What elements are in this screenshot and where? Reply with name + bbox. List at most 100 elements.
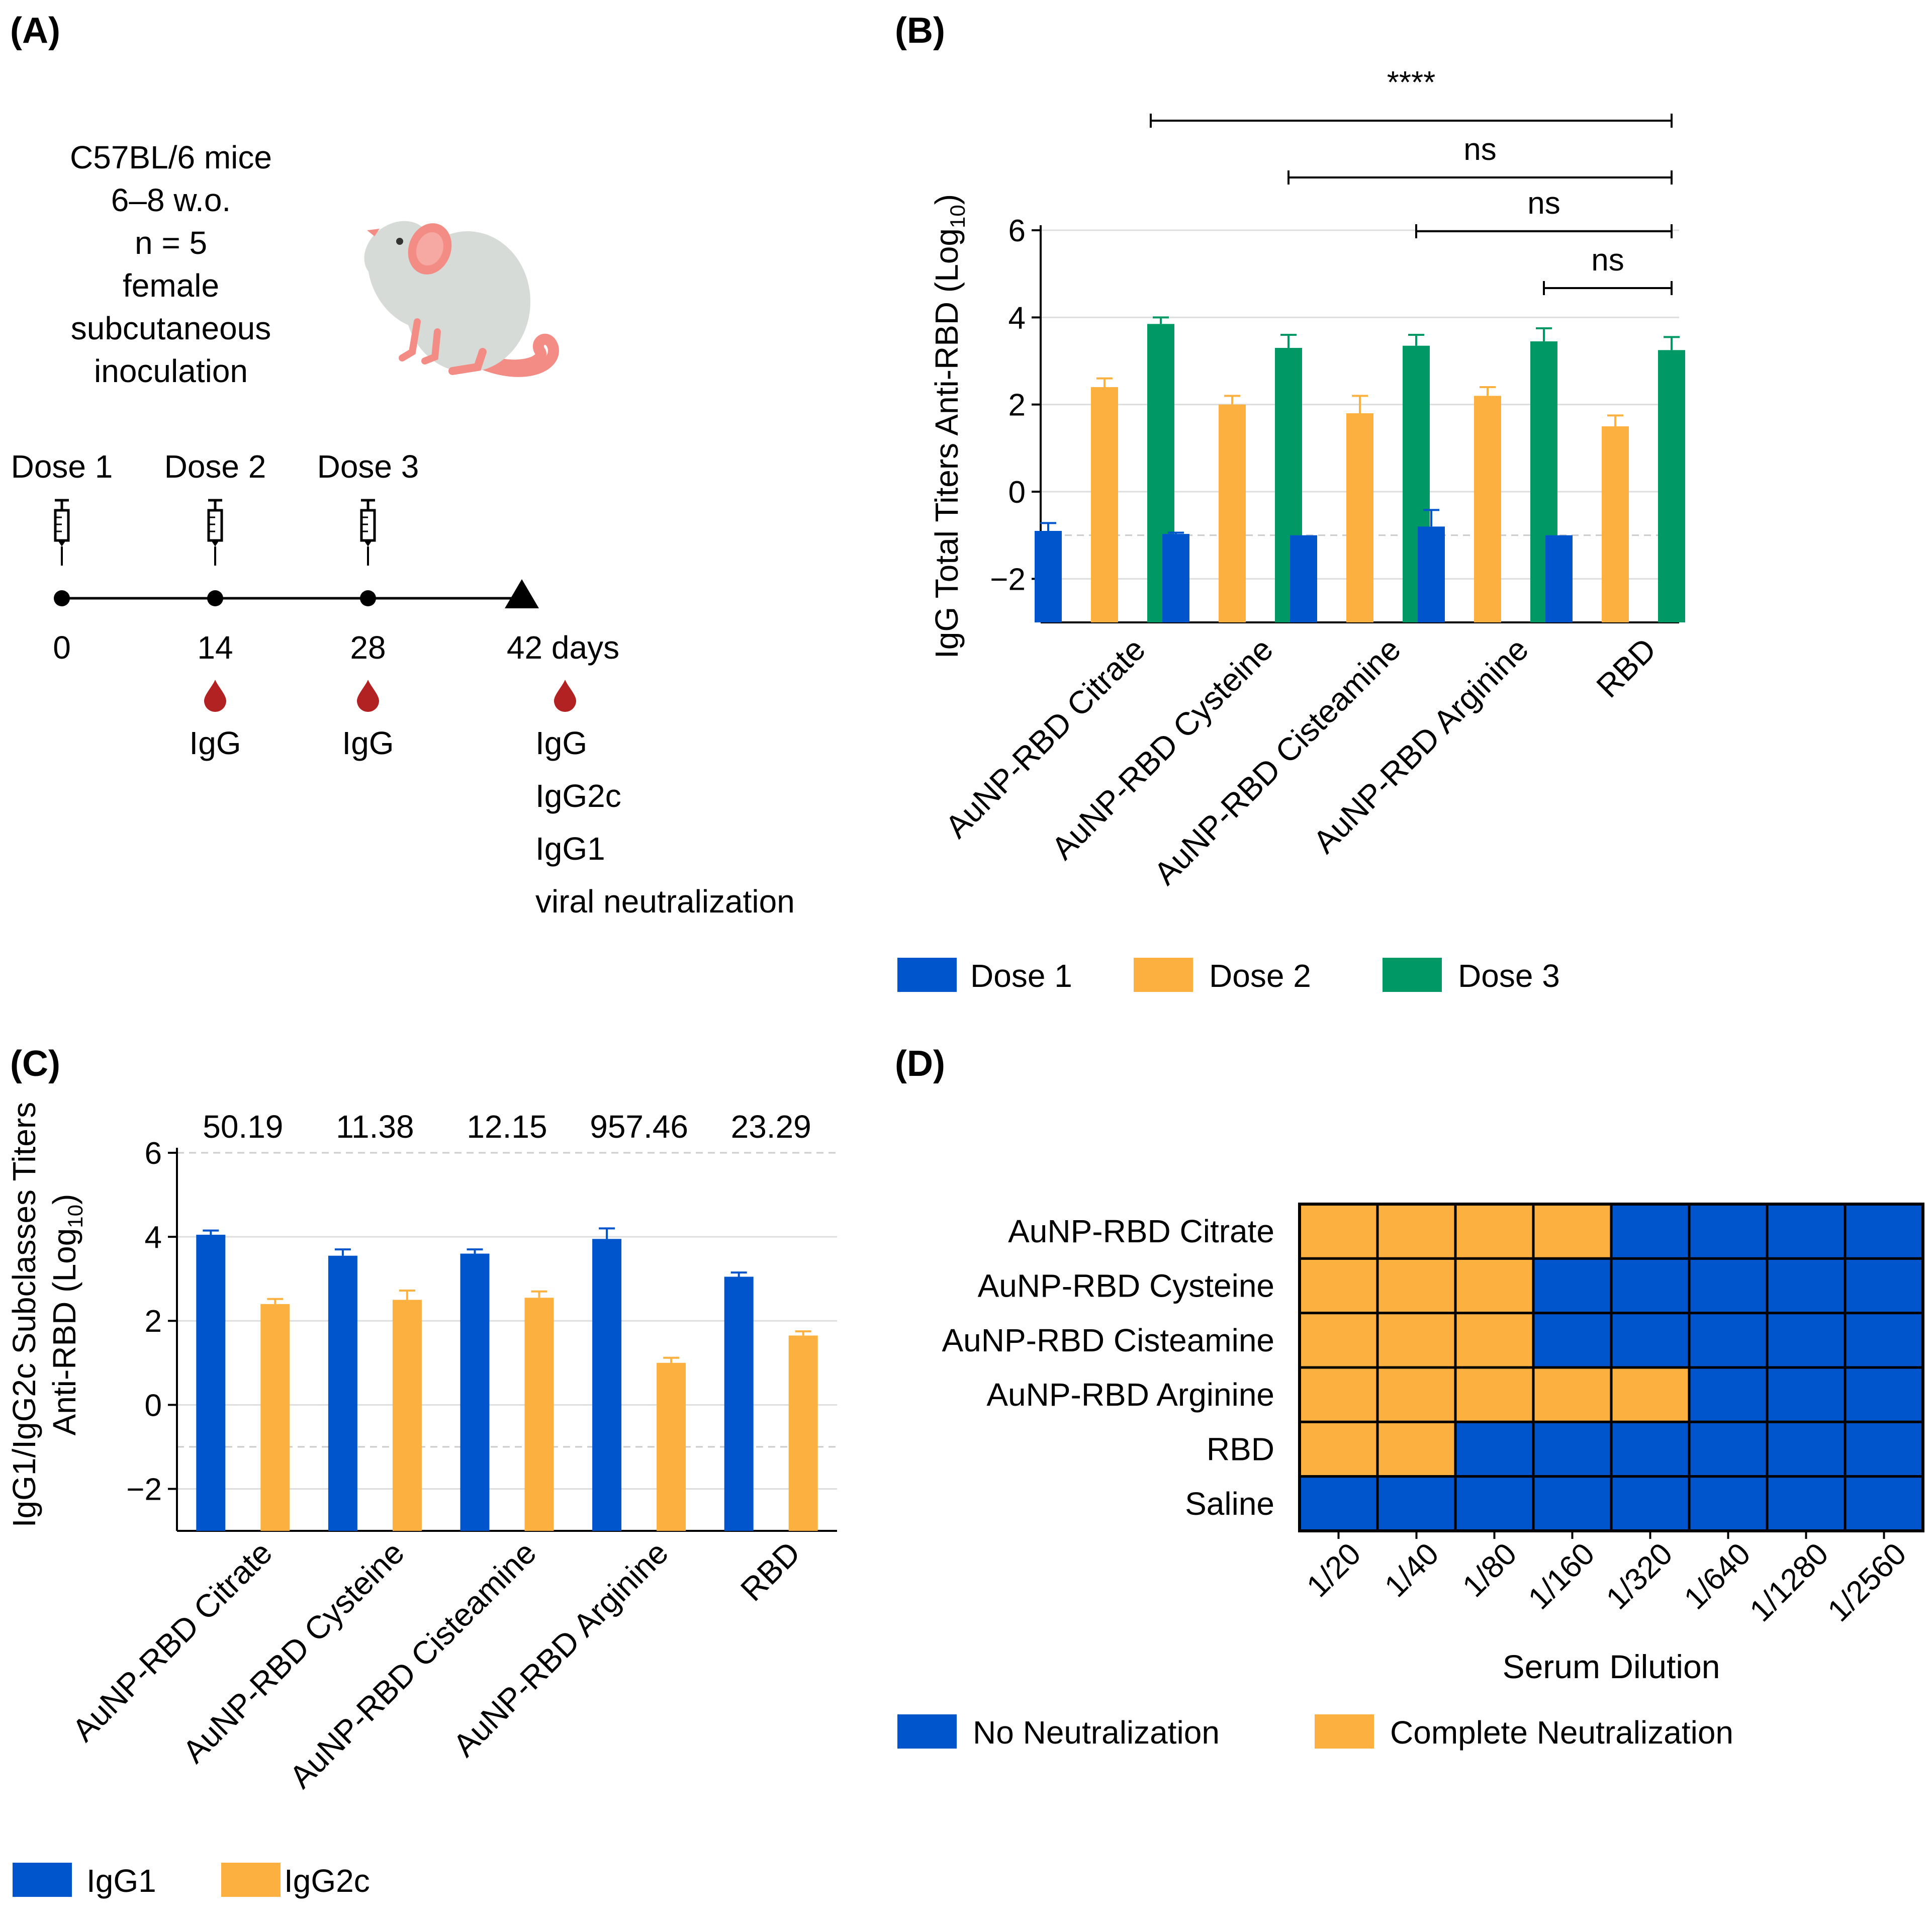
heatmap-border — [1298, 1203, 1924, 1532]
day-label: 14 — [197, 629, 233, 666]
heatmap-cell — [1610, 1312, 1691, 1369]
ratio-label: 12.15 — [467, 1109, 547, 1145]
category-label: AuNP-RBD Arginine — [1306, 631, 1535, 860]
legend-label: Complete Neutralization — [1390, 1714, 1733, 1751]
category-label: RBD — [1589, 631, 1663, 704]
heatmap-cell — [1532, 1420, 1613, 1478]
syringe-tip — [211, 540, 219, 546]
bar — [1035, 531, 1062, 622]
heatmap-cell — [1766, 1312, 1847, 1369]
bar — [1418, 526, 1445, 622]
heatmap-cell — [1610, 1257, 1691, 1315]
sample-label: IgG — [189, 725, 241, 761]
bar — [1545, 535, 1573, 622]
heatmap-column-label: 1/2560 — [1821, 1536, 1913, 1628]
category-label: AuNP-RBD Cysteine — [175, 1534, 411, 1770]
heatmap-cell — [1844, 1475, 1924, 1532]
bar — [460, 1253, 490, 1531]
bar — [328, 1255, 357, 1531]
y-tick-label: 2 — [145, 1304, 162, 1339]
mouse-hind-leg — [448, 348, 487, 375]
heatmap-cell — [1610, 1475, 1691, 1532]
ratio-label: 50.19 — [203, 1109, 283, 1145]
y-tick-label: 0 — [1008, 475, 1026, 510]
syringe-tip — [364, 540, 372, 546]
ratio-label: 11.38 — [336, 1109, 414, 1145]
heatmap-cell — [1376, 1366, 1457, 1423]
timeline-point — [54, 590, 70, 606]
bar — [657, 1362, 686, 1531]
y-tick-label: −2 — [126, 1472, 162, 1507]
mouse-info-line: subcutaneous — [71, 310, 271, 346]
mouse-info: C57BL/6 mice 6–8 w.o. n = 5 female subcutane… — [70, 139, 272, 389]
mouse-ear-inner — [416, 232, 444, 266]
heatmap-cell — [1766, 1366, 1847, 1423]
heatmap-cell — [1844, 1366, 1924, 1423]
category-label: AuNP-RBD Cisteamine — [283, 1534, 543, 1795]
panel-c-label: (C) — [10, 1044, 60, 1084]
heatmap-cell — [1298, 1312, 1379, 1369]
syringe-icon — [54, 499, 70, 566]
syringe-barrel — [207, 509, 223, 542]
significance-label: **** — [1387, 65, 1436, 100]
heatmap-row-label: AuNP-RBD Cysteine — [978, 1268, 1274, 1304]
heatmap-cell — [1376, 1475, 1457, 1532]
legend-label: Dose 1 — [970, 958, 1072, 994]
mouse-info-line: female — [123, 267, 219, 304]
timeline-point — [207, 590, 223, 606]
heatmap-cell — [1532, 1257, 1613, 1315]
bar — [524, 1298, 554, 1531]
ratio-label: 957.46 — [590, 1109, 688, 1145]
legend-label: Dose 3 — [1458, 958, 1560, 994]
sample-label: viral neutralization — [535, 883, 795, 920]
heatmap-cell — [1610, 1420, 1691, 1478]
bar — [392, 1300, 422, 1531]
heatmap-cell — [1376, 1420, 1457, 1478]
dose-label: Dose 1 — [11, 448, 113, 485]
heatmap-cell — [1610, 1366, 1691, 1423]
mouse-tail — [467, 333, 559, 377]
ratio-label: 23.29 — [731, 1109, 811, 1145]
bar — [1162, 534, 1189, 622]
panel-b-label: (B) — [895, 11, 945, 51]
heatmap-cell — [1844, 1203, 1924, 1260]
heatmap-cell — [1844, 1420, 1924, 1478]
category-label: RBD — [733, 1534, 807, 1608]
bar — [260, 1304, 290, 1531]
heatmap-cell — [1688, 1366, 1769, 1423]
bar — [724, 1276, 754, 1531]
heatmap-cell — [1766, 1257, 1847, 1315]
sample-label: IgG — [535, 725, 587, 761]
legend-swatch — [897, 958, 957, 992]
category-label: AuNP-RBD Cysteine — [1045, 631, 1280, 866]
heatmap-cell — [1454, 1257, 1535, 1315]
heatmap-cell — [1532, 1312, 1613, 1369]
syringe-barrel — [54, 509, 70, 542]
bar — [1602, 426, 1629, 622]
day-label: 28 — [350, 629, 386, 666]
syringe-barrel — [360, 509, 376, 542]
y-tick-label: 6 — [1008, 214, 1026, 248]
mouse-info-line: C57BL/6 mice — [70, 139, 272, 175]
heatmap-column-label: 1/40 — [1378, 1536, 1445, 1604]
heatmap-cell — [1376, 1203, 1457, 1260]
heatmap-cell — [1532, 1203, 1613, 1260]
panel-a: (A) C57BL/6 mice 6–8 w.o. n = 5 female subcu… — [10, 11, 795, 920]
heatmap-row-label: Saline — [1185, 1486, 1274, 1522]
legend-label: IgG2c — [284, 1863, 370, 1899]
bar — [1091, 387, 1118, 622]
heatmap-cell — [1298, 1257, 1379, 1315]
syringe-tip — [58, 540, 66, 546]
heatmap-cell — [1298, 1366, 1379, 1423]
heatmap-row-label: AuNP-RBD Citrate — [1008, 1213, 1274, 1249]
blood-drop-icon — [204, 680, 226, 712]
y-tick-label: −2 — [990, 562, 1026, 597]
y-axis-label: IgG Total Titers Anti-RBD (Log10) — [929, 194, 969, 659]
syringe-icon — [207, 499, 223, 566]
heatmap-cell — [1532, 1475, 1613, 1532]
significance-label: ns — [1527, 186, 1560, 221]
y-tick-label: 4 — [145, 1220, 162, 1255]
